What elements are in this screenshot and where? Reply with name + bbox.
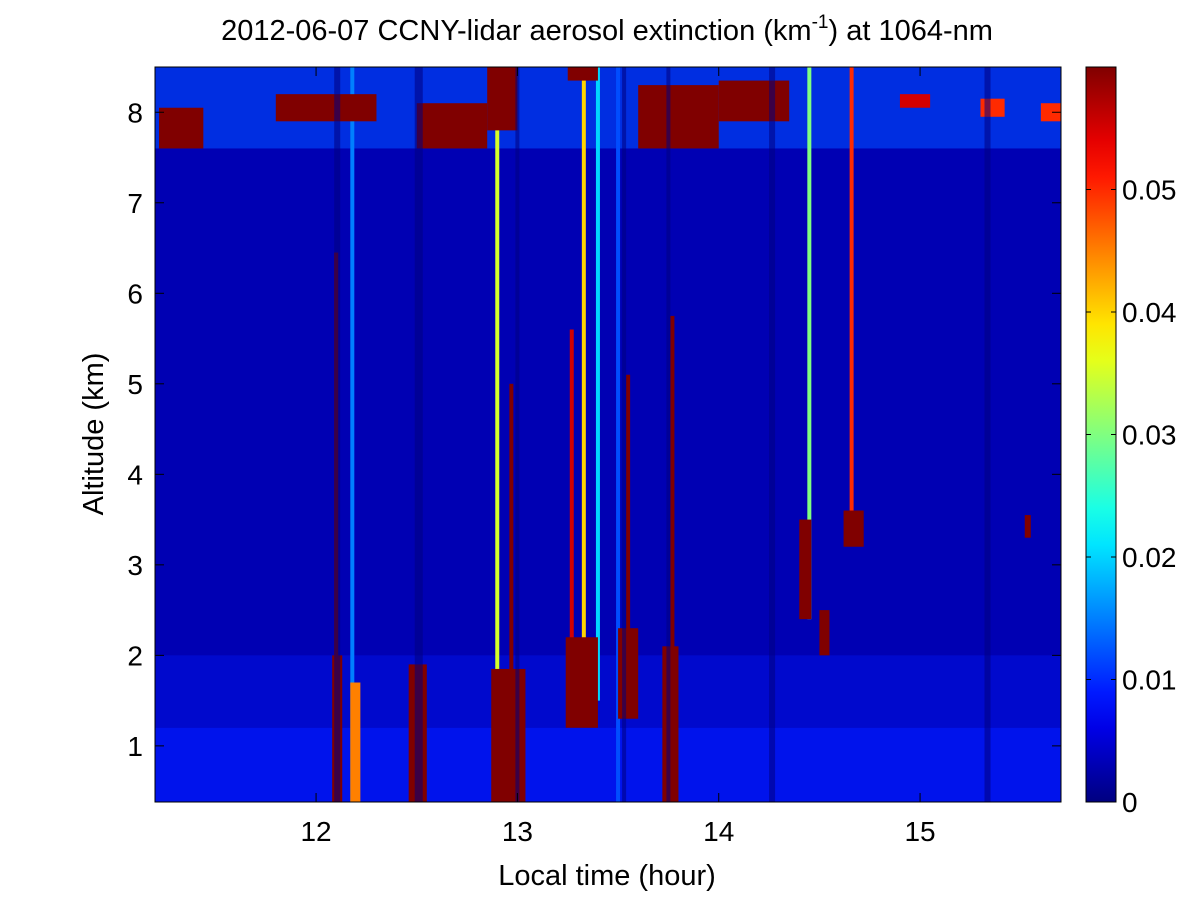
cloud-patch xyxy=(718,80,790,122)
y-tick-label: 8 xyxy=(127,97,143,128)
aerosol-column xyxy=(819,610,830,656)
heatmap-plot-area xyxy=(155,67,1061,802)
aerosol-column xyxy=(491,668,526,802)
x-tick-label: 13 xyxy=(502,816,533,847)
boundary-layer xyxy=(155,727,1061,802)
x-tick-label: 14 xyxy=(703,816,734,847)
missing-data-strip xyxy=(515,67,520,802)
y-tick-label: 4 xyxy=(127,459,143,490)
y-tick-label: 6 xyxy=(127,278,143,309)
colorbar-tick-label: 0.01 xyxy=(1122,665,1177,696)
missing-data-strip xyxy=(622,67,627,802)
missing-data-strip xyxy=(984,67,991,802)
aerosol-column xyxy=(799,519,812,620)
missing-data-strip xyxy=(666,67,671,802)
x-tick-label: 15 xyxy=(904,816,935,847)
chart-title-date: 2012-06-07 xyxy=(221,15,369,47)
y-axis-label: Altitude (km) xyxy=(78,353,110,516)
missing-data-strip xyxy=(769,67,776,802)
x-tick-label: 12 xyxy=(300,816,331,847)
colorbar-tick-label: 0.02 xyxy=(1122,542,1177,573)
y-tick-label: 7 xyxy=(127,188,143,219)
y-tick-label: 2 xyxy=(127,640,143,671)
cloud-patch xyxy=(1040,103,1061,122)
cloud-patch xyxy=(416,103,488,149)
y-tick-label: 5 xyxy=(127,369,143,400)
extinction-streak xyxy=(581,67,586,701)
colorbar-tick-label: 0.04 xyxy=(1122,297,1177,328)
colorbar-tick-label: 0.05 xyxy=(1122,175,1177,206)
y-tick-label: 3 xyxy=(127,550,143,581)
chart-title-spacer xyxy=(369,15,377,47)
chart-title-tail: ) at 1064-nm xyxy=(828,15,992,47)
boundary-layer-top xyxy=(155,655,1061,728)
extinction-streak xyxy=(807,67,812,620)
extinction-streak xyxy=(595,67,600,701)
cloud-patch xyxy=(980,98,1005,117)
cloud-patch xyxy=(899,94,931,108)
x-axis-label: Local time (hour) xyxy=(498,860,716,892)
heatmap-background xyxy=(155,67,1061,802)
y-tick-label: 1 xyxy=(127,731,143,762)
aerosol-column xyxy=(350,682,361,802)
colorbar-tick-label: 0.03 xyxy=(1122,420,1177,451)
cloud-patch xyxy=(275,94,377,122)
plot-frame xyxy=(154,66,1062,803)
extinction-streak xyxy=(569,329,574,692)
aerosol-column xyxy=(1024,515,1031,538)
cloud-patch xyxy=(487,67,518,131)
chart-title-main: CCNY-lidar aerosol extinction (km xyxy=(377,15,811,47)
aerosol-column xyxy=(618,628,639,719)
aerosol-column xyxy=(565,637,598,728)
cloud-patch xyxy=(567,67,598,81)
extinction-streak xyxy=(616,67,621,802)
missing-data-strip xyxy=(414,67,423,802)
chart-title: 2012-06-07 CCNY-lidar aerosol extinction… xyxy=(221,12,993,47)
aerosol-column xyxy=(843,510,864,547)
missing-data-strip xyxy=(334,67,341,802)
extinction-streak xyxy=(495,67,500,701)
cloud-patch xyxy=(638,85,719,149)
cloud-patch xyxy=(159,107,204,149)
extinction-streak xyxy=(626,374,631,701)
chart-title-superscript: -1 xyxy=(812,12,829,33)
extinction-streak xyxy=(849,67,854,520)
extinction-streak xyxy=(350,67,355,802)
colorbar-tick-label: 0 xyxy=(1122,787,1138,818)
colorbar: 0 0.01 0.02 0.03 0.04 0.05 xyxy=(1085,66,1177,818)
extinction-streak xyxy=(509,383,514,802)
extinction-streak xyxy=(670,315,675,692)
